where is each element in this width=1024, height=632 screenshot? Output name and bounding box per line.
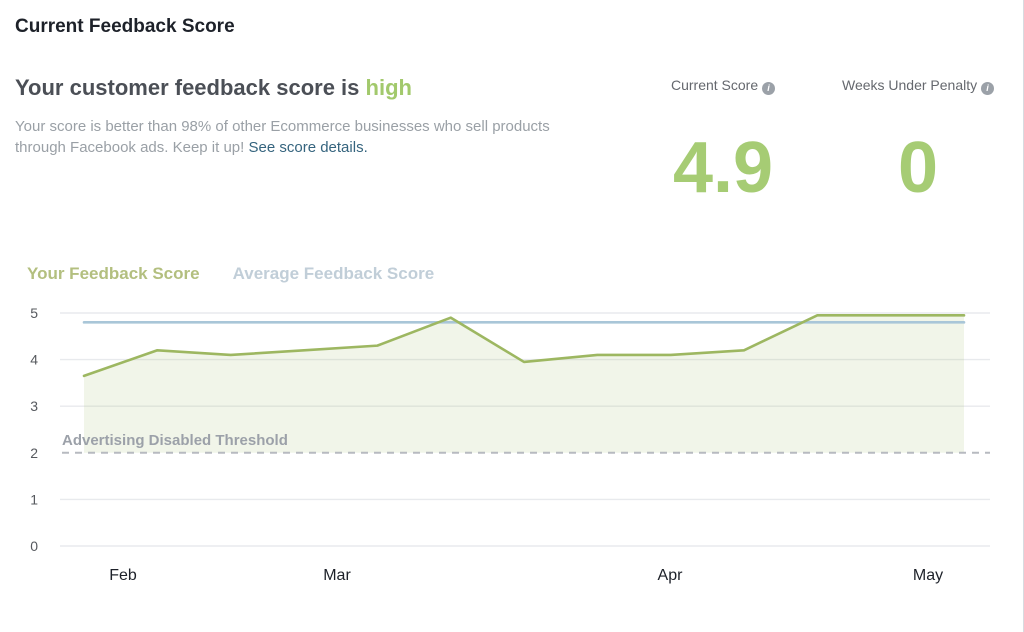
svg-text:0: 0	[30, 538, 38, 554]
current-score-label: Current Score	[670, 77, 759, 93]
info-icon[interactable]: i	[981, 82, 995, 95]
info-icon[interactable]: i	[762, 82, 776, 95]
score-heading-highlight: high	[365, 75, 412, 100]
current-score-stat: Current Score i 4.9	[638, 76, 808, 206]
score-description-text: Your score is better than 98% of other E…	[15, 118, 550, 156]
feedback-chart-svg: 0 1 2 3 4 5 Advertising Disabled Threshold Feb M…	[30, 305, 990, 584]
page-title: Current Feedback Score	[15, 16, 235, 37]
legend-your-feedback-score[interactable]: Your Feedback Score	[27, 264, 200, 283]
svg-text:Feb: Feb	[109, 567, 137, 584]
feedback-score-chart: 0 1 2 3 4 5 Advertising Disabled Threshold Feb M…	[0, 295, 1023, 595]
chart-legend: Your Feedback Score Average Feedback Sco…	[27, 264, 434, 284]
legend-average-feedback-score[interactable]: Average Feedback Score	[232, 264, 435, 283]
score-description: Your score is better than 98% of other E…	[15, 116, 573, 158]
score-heading: Your customer feedback score is high	[15, 74, 595, 102]
score-summary: Your customer feedback score is high You…	[15, 74, 595, 158]
weeks-under-penalty-stat: Weeks Under Penalty i 0	[833, 76, 1003, 206]
current-score-label-row: Current Score i	[638, 76, 808, 95]
see-score-details-link[interactable]: See score details.	[248, 139, 368, 156]
svg-text:3: 3	[30, 398, 38, 414]
weeks-under-penalty-label: Weeks Under Penalty	[841, 77, 978, 93]
weeks-under-penalty-value: 0	[897, 128, 939, 208]
svg-text:1: 1	[30, 491, 38, 507]
svg-text:Advertising Disabled Threshold: Advertising Disabled Threshold	[62, 432, 288, 449]
score-heading-text: Your customer feedback score is	[15, 75, 366, 100]
svg-text:May: May	[913, 567, 943, 584]
current-score-value: 4.9	[672, 128, 774, 208]
svg-text:4: 4	[30, 352, 38, 368]
svg-text:2: 2	[30, 445, 38, 461]
svg-text:Apr: Apr	[658, 567, 684, 584]
svg-text:5: 5	[30, 305, 38, 321]
svg-text:Mar: Mar	[323, 567, 351, 584]
weeks-under-penalty-label-row: Weeks Under Penalty i	[833, 76, 1003, 95]
